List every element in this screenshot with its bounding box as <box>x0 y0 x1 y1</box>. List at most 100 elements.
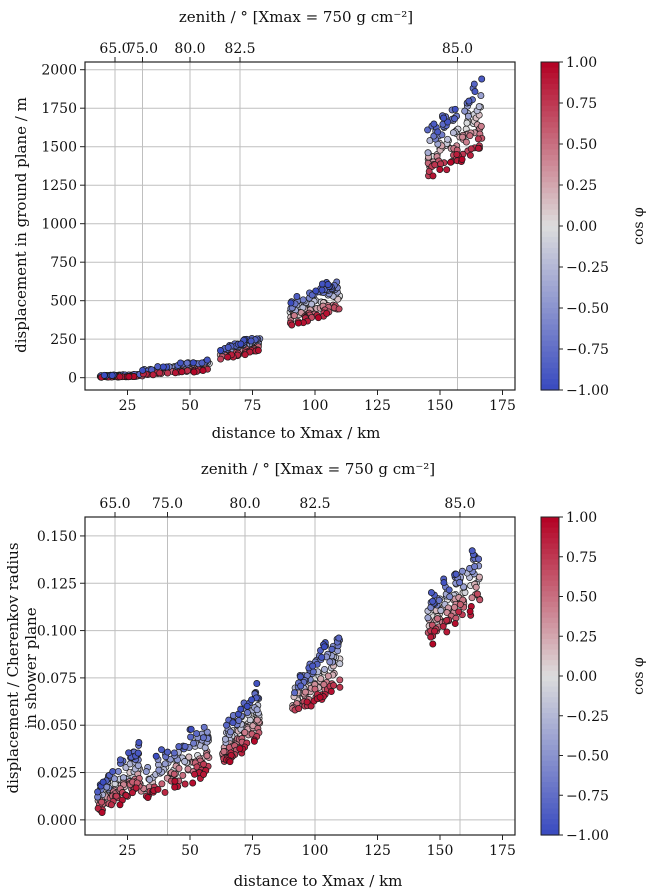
scatter-point <box>451 620 459 628</box>
scatter-point <box>462 138 470 146</box>
scatter-point <box>253 716 261 724</box>
x-tick-label: 25 <box>119 843 137 859</box>
colorbar-segment <box>541 681 559 688</box>
scatter-point <box>175 743 183 751</box>
scatter-point <box>320 681 328 689</box>
scatter-point <box>158 780 166 788</box>
colorbar-segment <box>541 67 559 74</box>
colorbar-segment <box>541 707 559 714</box>
colorbar-segment <box>541 538 559 545</box>
colorbar-segment <box>541 111 559 118</box>
scatter-point <box>297 682 305 690</box>
scatter-point <box>154 785 162 793</box>
scatter-point <box>456 579 464 586</box>
scatter-point <box>466 151 474 159</box>
x-tick-label: 50 <box>181 843 199 859</box>
scatter-point <box>444 135 452 143</box>
colorbar-segment <box>541 575 559 582</box>
scatter-point <box>437 607 445 614</box>
scatter-point <box>477 122 485 130</box>
zenith-axis-ticks: 65.075.0 80.0 82.5 85.0 <box>99 41 473 62</box>
colorbar-segment <box>541 160 559 167</box>
y-tick-label: 0.125 <box>37 576 77 592</box>
scatter-point <box>199 367 207 375</box>
y-tick-label: 0.075 <box>37 671 77 687</box>
zenith-tick-label: 75.0 <box>127 41 158 57</box>
scatter-point <box>318 653 326 661</box>
scatter-point <box>323 309 331 317</box>
colorbar-segment <box>541 335 559 342</box>
scatter-point <box>470 80 478 88</box>
scatter-point <box>467 145 475 153</box>
scatter-point <box>303 698 311 706</box>
colorbar-segment <box>541 308 559 315</box>
colorbar-segment <box>541 127 559 134</box>
scatter-point <box>253 680 261 687</box>
scatter-point <box>158 746 165 754</box>
scatter-point <box>445 586 453 594</box>
colorbar-segment <box>541 776 559 783</box>
colorbar-segment <box>541 78 559 85</box>
colorbar-segment <box>541 253 559 260</box>
scatter-point <box>159 363 167 371</box>
x-tick-label: 100 <box>302 843 329 859</box>
colorbar-segment <box>541 612 559 619</box>
scatter-point <box>94 788 102 796</box>
colorbar-segment <box>541 329 559 336</box>
colorbar-segment <box>541 215 559 222</box>
scatter-point <box>220 748 228 755</box>
scatter-point <box>134 749 142 757</box>
scatter-point <box>328 645 336 653</box>
scatter-point <box>459 133 466 141</box>
scatter-point <box>189 359 197 367</box>
y-tick-label: 1750 <box>41 101 77 117</box>
x-tick-label: 50 <box>181 398 199 414</box>
x-tick-label: 25 <box>119 398 137 414</box>
scatter-point <box>224 343 232 351</box>
scatter-point <box>316 693 324 701</box>
scatter-point <box>201 744 209 752</box>
scatter-point <box>478 75 486 83</box>
colorbar-segment <box>541 236 559 243</box>
scatter-point <box>466 132 474 140</box>
scatter-point <box>254 346 262 354</box>
y-tick-label: 750 <box>50 255 77 271</box>
colorbar-segment <box>541 766 559 772</box>
scatter-point <box>191 770 198 778</box>
y-tick-label: 500 <box>50 294 77 310</box>
colorbar-segment <box>541 739 559 746</box>
scatter-point <box>330 681 338 689</box>
scatter-point <box>455 608 463 616</box>
colorbar-tick-label: 0.00 <box>566 669 597 685</box>
scatter-point <box>142 768 150 776</box>
colorbar-tick-label: 0.00 <box>566 219 597 235</box>
scatter-point <box>161 760 169 768</box>
scatter-point <box>98 809 106 816</box>
scatter-point <box>451 105 459 113</box>
scatter-point <box>243 702 251 710</box>
scatter-point <box>424 126 432 134</box>
colorbar: 1.00 0.75 0.50 0.25 0.00 −0.25 −0.50 −0.75 −1.00… <box>540 55 647 399</box>
scatter-point <box>475 573 483 581</box>
scatter-point <box>149 371 157 379</box>
colorbar-segment <box>541 760 559 767</box>
scatter-point <box>475 555 483 563</box>
scatter-point <box>107 801 115 809</box>
colorbar-segment <box>541 596 559 603</box>
colorbar-segment <box>541 62 559 69</box>
scatter-point <box>336 660 344 668</box>
scatter-point <box>424 614 432 622</box>
colorbar-tick-label: 1.00 <box>566 510 597 526</box>
scatter-point <box>476 596 484 604</box>
scatter-point <box>430 132 438 140</box>
zenith-tick-label: 75.0 <box>152 496 183 512</box>
scatter-point <box>181 780 189 788</box>
colorbar-segment <box>541 302 559 309</box>
colorbar-tick-label: −1.00 <box>566 383 609 399</box>
scatter-point <box>171 777 179 785</box>
scatter-point <box>129 789 136 797</box>
scatter-point <box>451 603 458 611</box>
zenith-tick-label: 82.5 <box>299 496 330 512</box>
colorbar-segment <box>541 644 559 651</box>
